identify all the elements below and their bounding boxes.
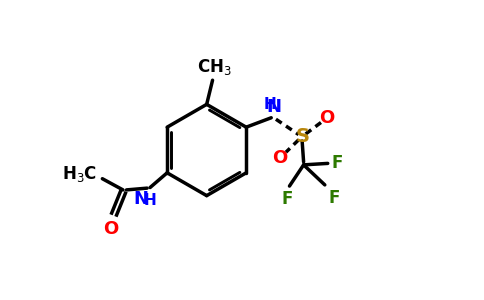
Text: O: O [272,149,287,167]
Text: F: F [328,189,340,207]
Text: H: H [143,194,156,208]
Text: H$_3$C: H$_3$C [62,164,97,184]
Text: O: O [319,109,334,127]
Text: F: F [331,154,343,172]
Text: S: S [295,128,309,146]
Text: N: N [267,98,282,116]
Text: H: H [263,98,276,112]
Text: O: O [104,220,119,238]
Text: N: N [134,190,149,208]
Text: CH$_3$: CH$_3$ [197,57,231,77]
Text: F: F [281,190,293,208]
